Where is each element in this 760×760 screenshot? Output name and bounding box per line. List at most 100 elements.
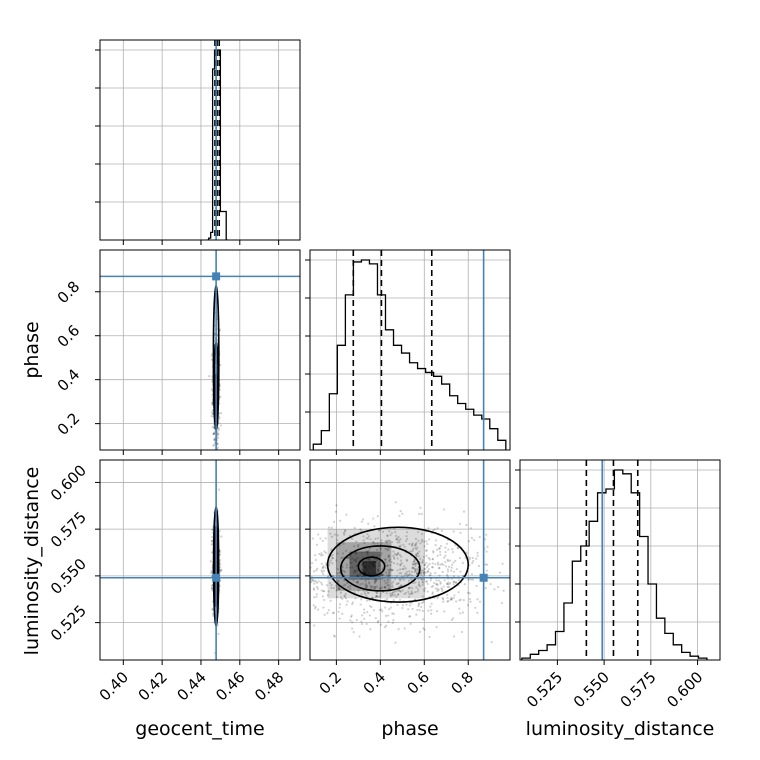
panel-phase-vs-luminosity_distance-sample-point bbox=[387, 574, 391, 577]
panel-phase-vs-luminosity_distance-sample-point bbox=[355, 574, 359, 578]
panel-geocent_time-vs-phase-sample-point bbox=[212, 431, 216, 435]
panel-phase-vs-luminosity_distance-sample-point bbox=[324, 566, 327, 569]
panel-phase-vs-luminosity_distance-sample-point bbox=[360, 622, 364, 626]
panel-phase-vs-luminosity_distance-sample-point bbox=[410, 591, 413, 595]
x-tick-label-geocent_time: 0.44 bbox=[173, 668, 209, 704]
panel-phase-vs-luminosity_distance-sample-point bbox=[351, 566, 354, 569]
panel-phase-vs-luminosity_distance-sample-point bbox=[323, 613, 326, 616]
panel-geocent_time-vs-luminosity_distance-sample-point bbox=[210, 540, 214, 543]
panel-phase-vs-luminosity_distance-sample-point bbox=[293, 526, 295, 528]
panel-phase-vs-luminosity_distance-sample-point bbox=[449, 598, 452, 602]
panel-phase-vs-luminosity_distance-sample-point bbox=[418, 550, 421, 553]
panel-phase-vs-luminosity_distance-sample-point bbox=[318, 552, 321, 556]
panel-phase-vs-luminosity_distance-sample-point bbox=[342, 542, 345, 545]
panel-geocent_time-vs-luminosity_distance-sample-point bbox=[218, 559, 222, 562]
panel-phase-vs-luminosity_distance-sample-point bbox=[428, 562, 431, 566]
panel-phase-vs-luminosity_distance-sample-point bbox=[332, 611, 335, 614]
panel-phase-vs-luminosity_distance-sample-point bbox=[391, 586, 394, 589]
panel-phase-vs-luminosity_distance-sample-point bbox=[386, 534, 389, 538]
x-tick-label-luminosity_distance: 0.525 bbox=[523, 668, 566, 711]
panel-phase-vs-luminosity_distance-sample-point bbox=[310, 561, 314, 565]
panel-phase-vs-luminosity_distance-sample-point bbox=[485, 550, 488, 553]
panel-phase-vs-luminosity_distance-sample-point bbox=[361, 556, 364, 559]
panel-phase-vs-luminosity_distance-sample-point bbox=[393, 593, 397, 596]
panel-phase-vs-luminosity_distance-sample-point bbox=[365, 585, 368, 588]
panel-phase-vs-luminosity_distance-sample-point bbox=[430, 602, 433, 605]
panel-geocent_time-vs-phase-sample-point bbox=[219, 395, 222, 398]
panel-phase-vs-luminosity_distance-sample-point bbox=[384, 586, 387, 589]
panel-phase-vs-luminosity_distance-sample-point bbox=[320, 589, 323, 592]
panel-geocent_time-vs-phase-sample-point bbox=[213, 438, 216, 441]
panel-phase-vs-luminosity_distance-sample-point bbox=[390, 594, 393, 597]
panel-phase-vs-luminosity_distance-sample-point bbox=[294, 570, 296, 572]
panel-phase-vs-luminosity_distance-sample-point bbox=[465, 551, 468, 554]
panel-phase-vs-luminosity_distance-sample-point bbox=[312, 570, 316, 573]
panel-phase-vs-luminosity_distance-sample-point bbox=[445, 573, 449, 577]
panel-phase-vs-luminosity_distance-sample-point bbox=[338, 603, 342, 606]
panel-phase-vs-luminosity_distance-sample-point bbox=[459, 531, 462, 534]
panel-phase-vs-luminosity_distance-sample-point bbox=[378, 564, 381, 567]
panel-phase-vs-luminosity_distance-sample-point bbox=[428, 538, 431, 541]
panel-phase-vs-luminosity_distance-sample-point bbox=[437, 561, 440, 564]
panel-phase-vs-luminosity_distance-sample-point bbox=[355, 552, 358, 555]
panel-phase-vs-luminosity_distance-sample-point bbox=[388, 539, 391, 542]
panel-phase-vs-luminosity_distance-sample-point bbox=[434, 563, 437, 566]
panel-phase-vs-luminosity_distance-sample-point bbox=[416, 530, 420, 534]
panel-phase-vs-luminosity_distance-sample-point bbox=[360, 592, 363, 596]
panel-geocent_time-vs-luminosity_distance-sample-point bbox=[218, 566, 222, 569]
panel-phase-vs-luminosity_distance-sample-point bbox=[517, 563, 519, 565]
panel-phase-vs-luminosity_distance-sample-point bbox=[441, 598, 445, 601]
panel-phase-vs-luminosity_distance-sample-point bbox=[354, 570, 357, 573]
panel-phase-vs-luminosity_distance-sample-point bbox=[425, 549, 428, 552]
panel-geocent_time-vs-luminosity_distance-frame bbox=[99, 459, 301, 661]
panel-phase-vs-luminosity_distance-sample-point bbox=[439, 553, 442, 556]
panel-phase-vs-luminosity_distance-sample-point bbox=[449, 597, 453, 601]
panel-phase-vs-luminosity_distance-sample-point bbox=[446, 596, 449, 600]
panel-phase-vs-luminosity_distance-sample-point bbox=[374, 579, 377, 582]
panel-phase-vs-luminosity_distance-sample-point bbox=[390, 541, 394, 544]
panel-phase-vs-luminosity_distance-sample-point bbox=[369, 538, 372, 541]
panel-phase-vs-luminosity_distance-sample-point bbox=[447, 581, 450, 584]
panel-phase-vs-luminosity_distance-sample-point bbox=[454, 581, 458, 584]
panel-phase-vs-luminosity_distance-sample-point bbox=[424, 580, 428, 583]
panel-phase-vs-luminosity_distance-contour bbox=[357, 556, 386, 577]
panel-phase-vs-luminosity_distance-sample-point bbox=[281, 584, 283, 586]
panel-geocent_time-vs-luminosity_distance-sample-point bbox=[211, 528, 214, 531]
panel-geocent_time-vs-luminosity_distance-sample-point bbox=[217, 488, 221, 491]
panel-phase-vs-luminosity_distance-sample-point bbox=[468, 558, 471, 561]
panel-phase-vs-luminosity_distance-sample-point bbox=[437, 579, 441, 582]
panel-phase-vs-luminosity_distance-sample-point bbox=[412, 566, 415, 569]
panel-phase-vs-luminosity_distance-sample-point bbox=[409, 586, 412, 589]
panel-phase-vs-luminosity_distance-sample-point bbox=[354, 558, 358, 561]
panel-phase-vs-luminosity_distance-sample-point bbox=[349, 558, 352, 561]
panel-phase-vs-luminosity_distance-sample-point bbox=[337, 587, 340, 590]
panel-geocent_time-vs-phase-sample-point bbox=[218, 454, 220, 456]
panel-geocent_time-vs-phase-sample-point bbox=[211, 402, 214, 405]
panel-phase-vs-luminosity_distance-sample-point bbox=[365, 584, 369, 587]
panel-phase-vs-luminosity_distance-sample-point bbox=[323, 589, 326, 593]
panel-phase-vs-luminosity_distance-sample-point bbox=[396, 538, 399, 541]
panel-phase-vs-luminosity_distance-sample-point bbox=[313, 596, 316, 599]
panel-phase-vs-luminosity_distance-sample-point bbox=[363, 591, 366, 594]
panel-phase-vs-luminosity_distance-sample-point bbox=[332, 520, 336, 523]
panel-phase-vs-luminosity_distance-sample-point bbox=[386, 564, 389, 567]
panel-phase-vs-luminosity_distance-sample-point bbox=[414, 568, 417, 572]
panel-phase-vs-luminosity_distance-sample-point bbox=[362, 535, 365, 538]
panel-phase-vs-luminosity_distance-sample-point bbox=[376, 621, 379, 624]
panel-phase-vs-luminosity_distance-sample-point bbox=[375, 548, 379, 552]
panel-phase-vs-luminosity_distance-sample-point bbox=[393, 556, 396, 559]
panel-phase-vs-luminosity_distance-sample-point bbox=[476, 554, 479, 557]
panel-phase-vs-luminosity_distance-sample-point bbox=[524, 557, 526, 559]
panel-phase-vs-luminosity_distance-sample-point bbox=[370, 606, 373, 609]
panel-geocent_time-vs-phase-sample-point bbox=[217, 436, 220, 439]
panel-phase-vs-luminosity_distance-sample-point bbox=[377, 569, 380, 572]
panel-phase-vs-luminosity_distance-sample-point bbox=[394, 530, 397, 534]
panel-phase-vs-luminosity_distance-sample-point bbox=[455, 600, 458, 603]
panel-phase-vs-luminosity_distance-sample-point bbox=[451, 550, 455, 554]
panel-phase-vs-luminosity_distance-sample-point bbox=[351, 627, 354, 630]
panel-geocent_time-vs-phase-sample-point bbox=[219, 412, 223, 415]
panel-phase-vs-luminosity_distance-sample-point bbox=[349, 561, 352, 564]
panel-phase-vs-luminosity_distance-sample-point bbox=[463, 582, 466, 586]
panel-geocent_time-vs-luminosity_distance-sample-point bbox=[217, 632, 220, 635]
